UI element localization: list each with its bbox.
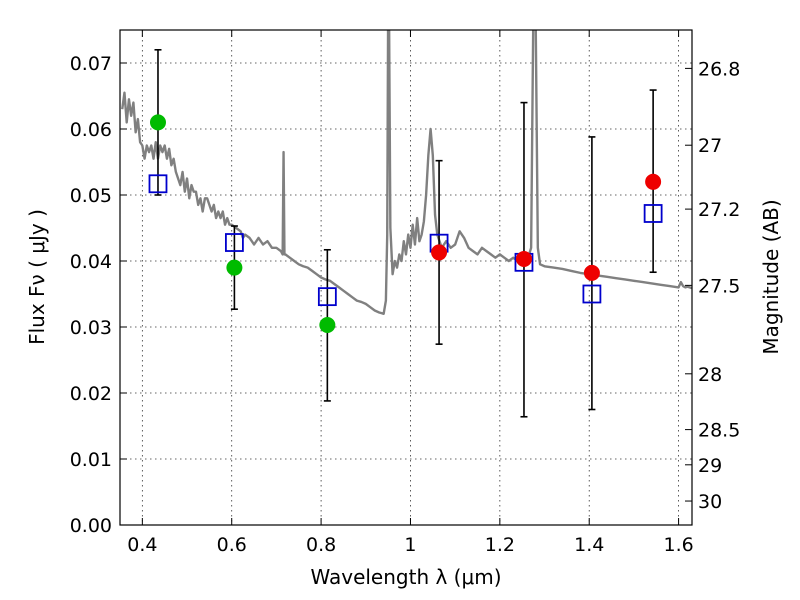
observed-flux-point bbox=[431, 244, 448, 261]
y-tick-label: 0.04 bbox=[70, 251, 112, 273]
y2-tick-label: 26.8 bbox=[698, 58, 740, 80]
ticks bbox=[120, 30, 692, 526]
model-flux-square bbox=[148, 174, 168, 194]
y2-tick-label: 29 bbox=[698, 455, 722, 477]
y-tick-label: 0.05 bbox=[70, 185, 112, 207]
x-axis-label: Wavelength λ (μm) bbox=[310, 565, 501, 589]
data-points bbox=[148, 114, 663, 334]
y-tick-label: 0.01 bbox=[70, 449, 112, 471]
y2-tick-label: 27 bbox=[698, 135, 722, 157]
grid bbox=[120, 30, 692, 525]
y2-tick-label: 27.5 bbox=[698, 275, 740, 297]
observed-flux-point bbox=[645, 173, 662, 190]
x-tick-label: 0.6 bbox=[217, 534, 247, 556]
observed-flux-point bbox=[226, 259, 243, 276]
observed-flux-point bbox=[149, 114, 166, 131]
y2-tick-labels: 26.8 27 27.2 27.5 28 28.5 29 30 bbox=[698, 58, 740, 513]
y-axis-label: Flux Fν ( μJy ) bbox=[25, 209, 49, 345]
y-tick-label: 0.06 bbox=[70, 119, 112, 141]
y2-tick-label: 28.5 bbox=[698, 420, 740, 442]
observed-flux-point bbox=[515, 251, 532, 268]
y2-tick-label: 27.2 bbox=[698, 199, 740, 221]
model-spectrum bbox=[121, 30, 692, 315]
model-flux-square bbox=[582, 284, 602, 304]
x-tick-label: 1.2 bbox=[485, 534, 515, 556]
x-tick-label: 1.6 bbox=[663, 534, 693, 556]
model-flux-square bbox=[224, 233, 244, 252]
x-tick-label: 0.8 bbox=[306, 534, 336, 556]
y-tick-label: 0.02 bbox=[70, 383, 112, 405]
x-tick-label: 1.4 bbox=[574, 534, 604, 556]
model-flux-square bbox=[643, 204, 663, 223]
spectrum-line bbox=[121, 30, 692, 315]
y-tick-label: 0.03 bbox=[70, 317, 112, 339]
y-tick-label: 0.07 bbox=[70, 53, 112, 75]
observed-flux-point bbox=[319, 317, 336, 334]
y-tick-label: 0.00 bbox=[70, 515, 112, 537]
x-tick-labels: 0.4 0.6 0.8 1 1.2 1.4 1.6 bbox=[127, 534, 693, 556]
y2-tick-label: 30 bbox=[698, 491, 722, 513]
y2-axis-label: Magnitude (AB) bbox=[759, 199, 783, 354]
model-flux-square bbox=[317, 287, 337, 307]
x-tick-label: 0.4 bbox=[127, 534, 157, 556]
y-tick-labels: 0.00 0.01 0.02 0.03 0.04 0.05 0.06 0.07 bbox=[70, 53, 112, 537]
y2-tick-label: 28 bbox=[698, 364, 722, 386]
observed-flux-point bbox=[583, 264, 600, 281]
plot-frame bbox=[119, 29, 693, 526]
x-tick-label: 1 bbox=[404, 534, 416, 556]
